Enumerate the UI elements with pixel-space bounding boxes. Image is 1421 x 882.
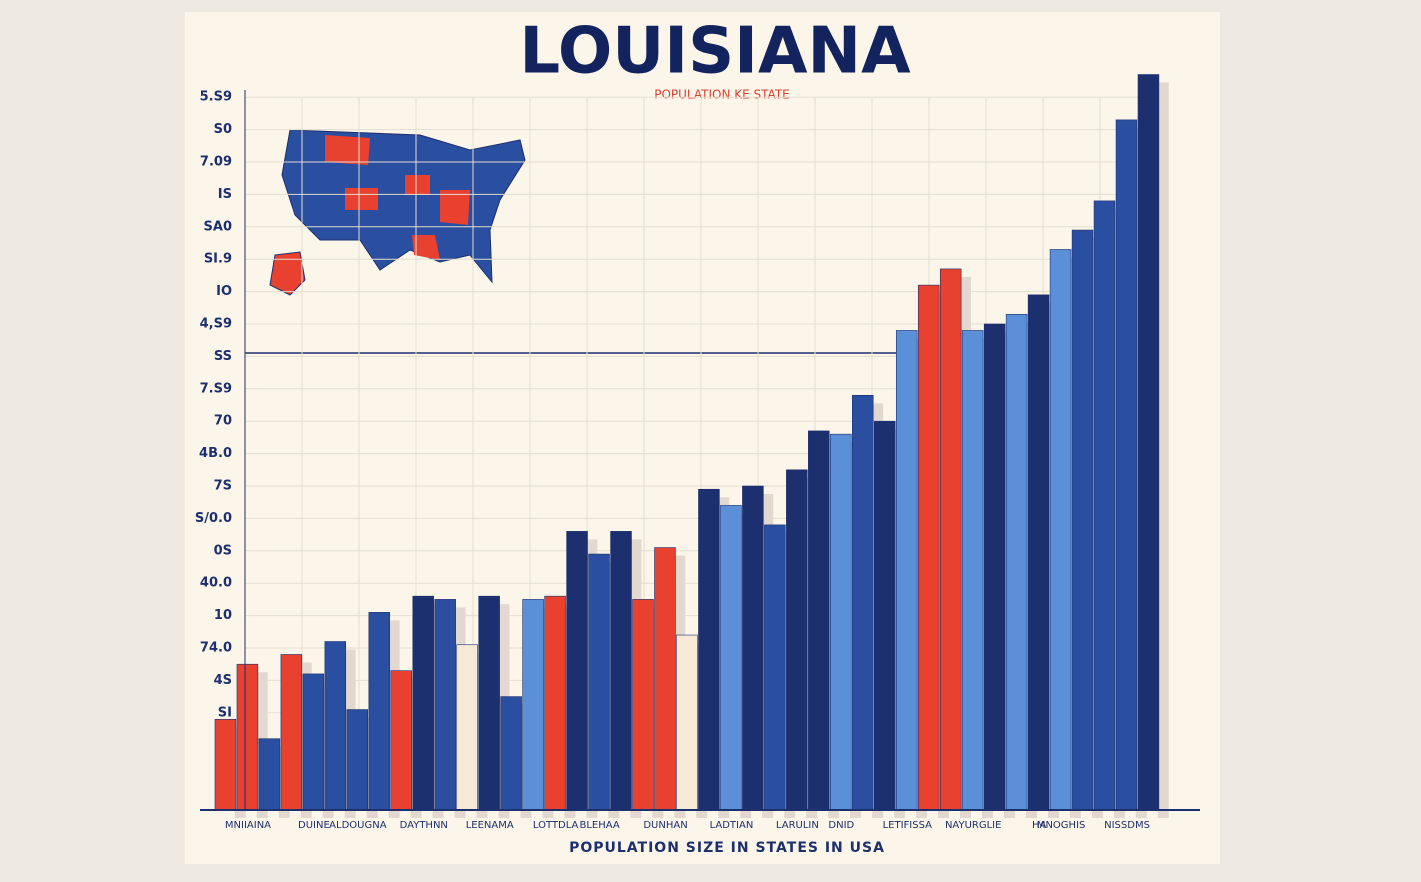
bar <box>236 663 259 811</box>
y-tick-label: 4B.0 <box>199 446 232 461</box>
y-tick-label: 4,S9 <box>200 317 232 332</box>
y-tick-label: 0S <box>214 543 232 558</box>
x-tick-label: MNIIAINA <box>225 820 271 831</box>
bar <box>764 524 786 811</box>
y-tick-label: S0 <box>214 122 232 137</box>
bar <box>434 599 456 811</box>
y-tick-label: SA0 <box>204 219 232 234</box>
bar <box>302 673 325 811</box>
bar <box>390 670 412 811</box>
x-tick-label: DAYTHNN <box>400 820 448 831</box>
bar <box>324 641 347 811</box>
x-tick-label: LARULIN <box>776 820 819 831</box>
bar <box>368 612 391 811</box>
bar <box>1027 294 1050 811</box>
bar <box>478 595 500 811</box>
x-tick-label: LADTIAN <box>710 820 754 831</box>
y-tick-label: IS <box>218 187 232 202</box>
x-tick-label: LEENAMA <box>466 820 514 831</box>
x-tick-label: DUNHAN <box>643 820 687 831</box>
x-tick-label: DNID <box>828 820 854 831</box>
y-tick-label: SI.9 <box>204 252 232 267</box>
bar <box>632 599 654 811</box>
bar <box>874 420 896 811</box>
chart-subtitle: POPULATION KE STATE <box>654 88 790 102</box>
x-tick-label: MNOGHIS <box>1037 820 1086 831</box>
bar <box>346 709 369 811</box>
bar <box>830 433 852 811</box>
bar <box>698 488 720 811</box>
y-tick-label: IO <box>216 284 232 299</box>
bar <box>412 595 434 811</box>
x-tick-label: LETIFISSA <box>883 820 933 831</box>
y-tick-label: 5.S9 <box>200 90 232 105</box>
x-tick-label: LOTTDLA <box>533 820 579 831</box>
bar <box>214 718 237 811</box>
bar <box>720 505 742 811</box>
bar <box>654 547 676 811</box>
bar <box>961 330 984 811</box>
bar <box>522 599 544 811</box>
x-tick-label: HA <box>1032 820 1047 831</box>
bar <box>566 531 588 811</box>
y-tick-label: S/0.0 <box>195 511 232 526</box>
bar <box>258 738 281 811</box>
bar <box>500 696 522 811</box>
bar <box>588 553 610 811</box>
chart-title: LOUISIANA <box>519 15 911 89</box>
bar <box>280 654 303 811</box>
bar <box>1049 249 1072 811</box>
y-tick-label: 7S <box>214 479 232 494</box>
bar <box>983 323 1006 811</box>
x-tick-label: DUINE <box>298 820 330 831</box>
x-tick-label: NISSDMS <box>1104 820 1150 831</box>
bar <box>786 469 808 811</box>
bar <box>1005 313 1028 811</box>
y-tick-label: 70 <box>214 414 232 429</box>
bar <box>610 531 632 811</box>
y-tick-label: 10 <box>214 608 232 623</box>
bar <box>917 284 940 811</box>
bar <box>1093 200 1116 811</box>
y-tick-label: 4S <box>214 673 232 688</box>
map <box>269 129 526 296</box>
bar <box>456 644 478 811</box>
y-tick-label: SS <box>214 349 232 364</box>
bar <box>852 394 874 811</box>
x-tick-label: NAYURGLIE <box>945 820 1002 831</box>
bar <box>544 595 566 811</box>
bar <box>939 268 962 811</box>
bar <box>742 485 764 811</box>
x-axis-label: POPULATION SIZE IN STATES IN USA <box>569 840 885 856</box>
bar <box>676 634 698 811</box>
bar-shadow <box>1157 82 1169 818</box>
bar <box>1115 119 1138 811</box>
bar <box>895 330 918 811</box>
y-tick-label: 74.0 <box>200 641 232 656</box>
x-tick-label: BLEHAA <box>579 820 619 831</box>
y-tick-label: 40.0 <box>200 576 232 591</box>
y-tick-label: 7.S9 <box>200 381 232 396</box>
bar <box>808 430 830 811</box>
x-tick-label: ALDOUGNA <box>329 820 387 831</box>
bar <box>1137 74 1160 811</box>
y-tick-label: SI <box>218 705 232 720</box>
y-tick-label: 7.09 <box>200 155 232 170</box>
bar <box>1071 229 1094 811</box>
